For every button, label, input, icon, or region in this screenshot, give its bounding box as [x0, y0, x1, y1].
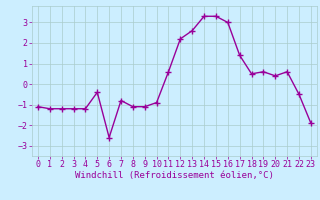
X-axis label: Windchill (Refroidissement éolien,°C): Windchill (Refroidissement éolien,°C) — [75, 171, 274, 180]
